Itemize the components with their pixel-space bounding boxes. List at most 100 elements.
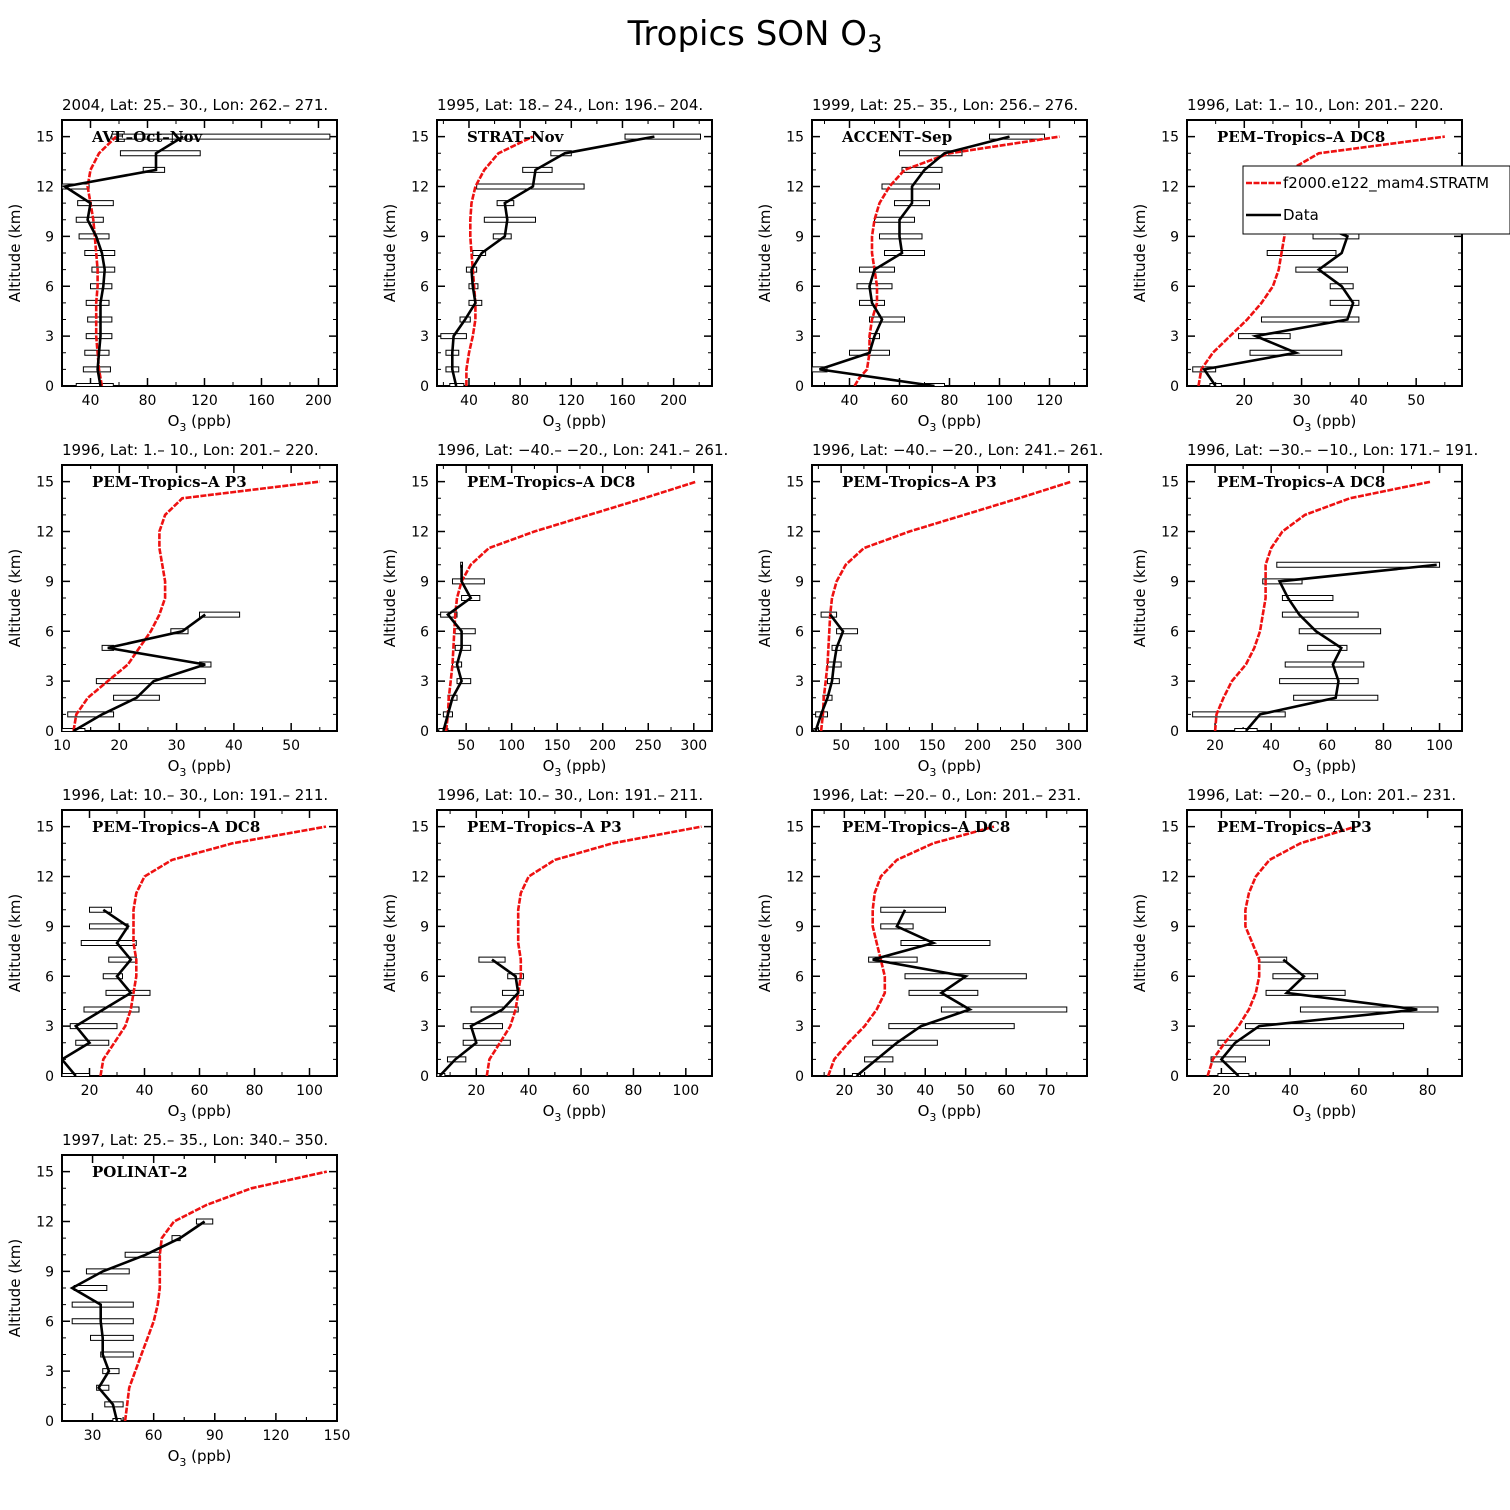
panel-12: 1996, Lat: −20.– 0., Lon: 201.– 231. 0 3 6 9… — [1131, 786, 1463, 1124]
plot-area — [1192, 480, 1441, 731]
y-tick-label: 6 — [45, 279, 54, 295]
y-tick-label: 6 — [420, 624, 429, 640]
x-tick-label: 90 — [206, 1428, 224, 1444]
plot-area — [62, 480, 320, 731]
model-profile-line — [826, 825, 995, 1076]
y-tick-label: 12 — [1161, 180, 1179, 196]
x-axis-label-unit: (ppb) — [561, 412, 606, 430]
y-tick-label: 3 — [45, 1019, 54, 1035]
obs-range-box — [1299, 1006, 1439, 1013]
x-tick-label: 20 — [467, 1083, 485, 1099]
x-axis-label-subscript: 3 — [929, 766, 936, 779]
x-axis-label: O3 (ppb) — [168, 1102, 232, 1124]
y-tick-label: 3 — [45, 1364, 54, 1380]
y-tick-label: 15 — [1161, 475, 1179, 491]
legend-model-label: f2000.e122_mam4.STRATM — [1283, 174, 1489, 193]
x-axis-label-unit: (ppb) — [186, 757, 231, 775]
obs-range-box — [1276, 561, 1441, 568]
y-tick-label: 3 — [420, 674, 429, 690]
x-tick-label: 80 — [1375, 738, 1393, 754]
y-axis-label: Altitude (km) — [756, 894, 774, 992]
y-tick-label: 9 — [420, 574, 429, 590]
plot-area — [62, 133, 331, 386]
obs-range-box — [80, 940, 137, 946]
x-tick-label: 150 — [919, 738, 946, 754]
panel-5: 1996, Lat: 1.– 10., Lon: 201.– 220. 0 3 6 9 1… — [6, 441, 338, 779]
x-axis-label-unit: (ppb) — [186, 1447, 231, 1465]
x-tick-label: 160 — [248, 393, 275, 409]
x-tick-label: 80 — [1419, 1083, 1437, 1099]
obs-profile-line — [1244, 563, 1437, 731]
y-axis-label: Altitude (km) — [381, 549, 399, 647]
x-axis-label-unit: (ppb) — [186, 412, 231, 430]
x-tick-label: 20 — [1235, 393, 1253, 409]
y-axis-label: Altitude (km) — [6, 204, 24, 302]
x-axis-label: O3 (ppb) — [1293, 1102, 1357, 1124]
obs-range-box — [874, 216, 915, 223]
x-axis-label: O3 (ppb) — [1293, 412, 1357, 434]
obs-range-box — [84, 250, 116, 256]
obs-range-box — [456, 678, 472, 685]
y-tick-label: 12 — [411, 525, 429, 541]
y-tick-label: 9 — [420, 919, 429, 935]
x-axis-label-main: O — [543, 757, 555, 775]
x-tick-label: 200 — [660, 393, 687, 409]
y-axis-label: Altitude (km) — [381, 894, 399, 992]
x-axis-label: O3 (ppb) — [543, 412, 607, 434]
x-tick-label: 100 — [672, 1083, 699, 1099]
figure-title: Tropics SON O3 — [627, 14, 883, 58]
obs-range-box — [111, 133, 331, 140]
legend-box — [1242, 165, 1510, 235]
obs-range-box — [451, 578, 485, 585]
x-tick-label: 40 — [460, 393, 478, 409]
x-tick-label: 80 — [246, 1083, 264, 1099]
plot-area — [69, 1170, 328, 1421]
obs-range-box — [989, 133, 1045, 140]
obs-range-box — [900, 940, 991, 946]
obs-range-box — [75, 383, 114, 386]
y-tick-label: 6 — [1170, 624, 1179, 640]
x-tick-label: 30 — [84, 1428, 102, 1444]
x-tick-label: 40 — [136, 1083, 154, 1099]
y-tick-label: 15 — [36, 1165, 54, 1181]
x-tick-label: 10 — [53, 738, 71, 754]
y-tick-label: 0 — [1170, 1069, 1179, 1085]
plot-area — [1206, 825, 1439, 1076]
x-axis-label-subscript: 3 — [1304, 421, 1311, 434]
campaign-label: POLINAT–2 — [92, 1163, 188, 1181]
y-axis-label: Altitude (km) — [6, 1239, 24, 1337]
x-axis-label-unit: (ppb) — [936, 412, 981, 430]
y-axis-label: Altitude (km) — [756, 204, 774, 302]
y-tick-label: 15 — [786, 130, 804, 146]
legend-data-label: Data — [1283, 206, 1319, 224]
y-tick-label: 9 — [795, 919, 804, 935]
y-axis-label: Altitude (km) — [1131, 204, 1149, 302]
obs-range-box — [69, 1023, 118, 1030]
x-tick-label: 200 — [964, 738, 991, 754]
y-tick-label: 0 — [45, 1414, 54, 1430]
x-tick-label: 200 — [305, 393, 332, 409]
y-tick-label: 6 — [420, 279, 429, 295]
x-tick-label: 40 — [520, 1083, 538, 1099]
axes-frame — [811, 119, 1088, 387]
y-tick-label: 9 — [1170, 574, 1179, 590]
x-axis-label-unit: (ppb) — [1311, 412, 1356, 430]
x-axis-label: O3 (ppb) — [168, 412, 232, 434]
y-tick-label: 0 — [420, 379, 429, 395]
model-profile-line — [99, 825, 327, 1076]
x-tick-label: 60 — [997, 1083, 1015, 1099]
obs-range-box — [75, 1039, 110, 1046]
y-tick-label: 3 — [795, 674, 804, 690]
obs-range-box — [100, 1351, 134, 1358]
y-tick-label: 12 — [411, 870, 429, 886]
campaign-label: PEM–Tropics–A P3 — [467, 818, 622, 836]
x-axis-label-main: O — [168, 412, 180, 430]
panel-title: 1997, Lat: 25.– 35., Lon: 340.– 350. — [62, 1131, 328, 1149]
obs-range-box — [89, 923, 129, 930]
obs-range-box — [102, 1368, 120, 1375]
obs-range-box — [1329, 299, 1360, 306]
y-tick-label: 3 — [795, 1019, 804, 1035]
plot-area — [812, 133, 1060, 386]
x-tick-label: 70 — [1038, 1083, 1056, 1099]
x-axis-label-main: O — [1293, 1102, 1305, 1120]
